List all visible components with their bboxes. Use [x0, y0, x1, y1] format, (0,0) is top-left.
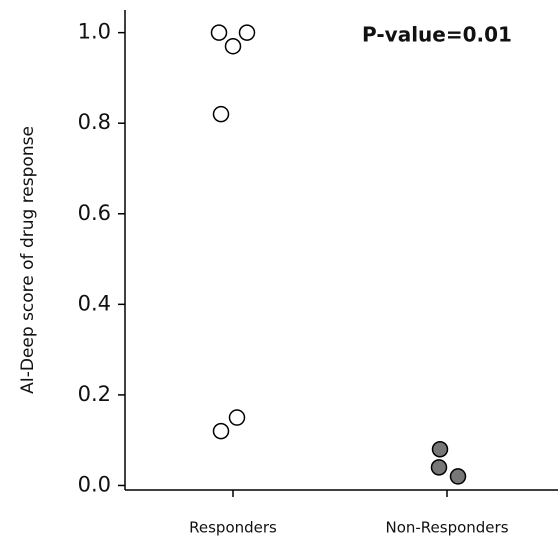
x-tick-label: Non-Responders: [385, 519, 508, 537]
point: [224, 37, 242, 55]
y-tick-label: 0.8: [78, 110, 111, 134]
point: [431, 440, 449, 458]
x-tick-label: Responders: [189, 519, 277, 537]
point: [212, 105, 230, 123]
point: [449, 468, 467, 485]
y-tick-label: 0.4: [78, 291, 111, 315]
y-tick-label: 0.6: [78, 201, 111, 225]
point: [212, 422, 230, 440]
point: [228, 409, 246, 426]
point: [430, 459, 448, 476]
point: [210, 24, 228, 41]
y-axis-label: AI-Deep score of drug response: [18, 126, 38, 394]
y-tick-label: 0.2: [78, 382, 111, 406]
y-tick-label: 1.0: [78, 20, 111, 44]
point: [238, 24, 256, 41]
annotation: P-value=0.01: [362, 23, 512, 47]
y-tick-label: 0.0: [78, 472, 111, 496]
